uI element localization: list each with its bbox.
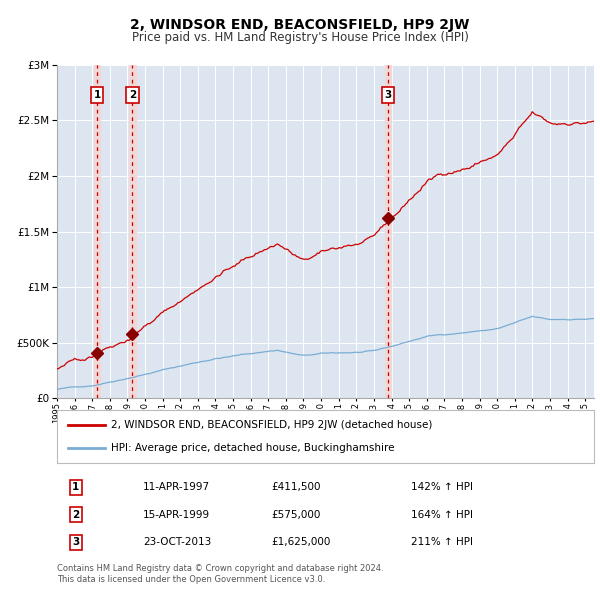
Text: 211% ↑ HPI: 211% ↑ HPI <box>412 537 473 547</box>
Text: 1: 1 <box>72 483 79 493</box>
Text: 3: 3 <box>385 90 392 100</box>
Text: Price paid vs. HM Land Registry's House Price Index (HPI): Price paid vs. HM Land Registry's House … <box>131 31 469 44</box>
Text: £575,000: £575,000 <box>272 510 321 520</box>
Text: 2, WINDSOR END, BEACONSFIELD, HP9 2JW (detached house): 2, WINDSOR END, BEACONSFIELD, HP9 2JW (d… <box>110 420 432 430</box>
Text: 2: 2 <box>129 90 136 100</box>
Bar <box>94 65 100 398</box>
Text: 1: 1 <box>94 90 101 100</box>
Text: 2, WINDSOR END, BEACONSFIELD, HP9 2JW: 2, WINDSOR END, BEACONSFIELD, HP9 2JW <box>130 18 470 32</box>
Bar <box>385 65 391 398</box>
Text: 23-OCT-2013: 23-OCT-2013 <box>143 537 211 547</box>
Text: £1,625,000: £1,625,000 <box>272 537 331 547</box>
Text: £411,500: £411,500 <box>272 483 322 493</box>
Text: 15-APR-1999: 15-APR-1999 <box>143 510 210 520</box>
Text: This data is licensed under the Open Government Licence v3.0.: This data is licensed under the Open Gov… <box>57 575 325 584</box>
Text: 164% ↑ HPI: 164% ↑ HPI <box>412 510 473 520</box>
Text: 11-APR-1997: 11-APR-1997 <box>143 483 210 493</box>
Text: Contains HM Land Registry data © Crown copyright and database right 2024.: Contains HM Land Registry data © Crown c… <box>57 564 383 573</box>
Text: HPI: Average price, detached house, Buckinghamshire: HPI: Average price, detached house, Buck… <box>110 443 394 453</box>
Text: 142% ↑ HPI: 142% ↑ HPI <box>412 483 473 493</box>
Text: 3: 3 <box>72 537 79 547</box>
Text: 2: 2 <box>72 510 79 520</box>
Bar <box>129 65 136 398</box>
